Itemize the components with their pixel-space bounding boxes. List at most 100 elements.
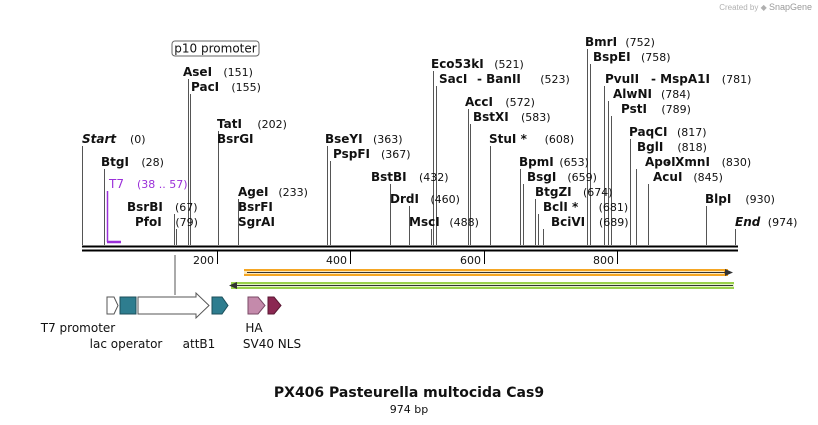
site-position: (817) [677, 126, 707, 139]
site-paci[interactable]: PacI (155) [191, 80, 261, 94]
site-name: AcuI [653, 170, 682, 184]
site-name: BmrI [585, 35, 617, 49]
site-name: BsrBI [127, 200, 163, 214]
site-position: (521) [494, 58, 524, 71]
site-name: BciVI [551, 215, 585, 229]
site-name: SacI [439, 72, 467, 86]
site-xmni[interactable]: - XmnI (830) [666, 155, 751, 169]
site-name: PacI [191, 80, 219, 94]
site-paqci[interactable]: PaqCI (817) [629, 125, 707, 139]
site-acui[interactable]: AcuI (845) [653, 170, 723, 184]
credit-brand: SnapGene [768, 2, 812, 12]
site-bsrbi[interactable]: BsrBI (67) [127, 200, 198, 214]
site-name: BsgI [527, 170, 556, 184]
site-banii[interactable]: - BanII (523) [477, 72, 570, 86]
ruler: 200 400 600 800 [193, 251, 618, 267]
site-name: PstI [621, 102, 647, 116]
site-bmri[interactable]: BmrI (752) [585, 35, 655, 49]
site-drdi[interactable]: DrdI (460) [390, 192, 460, 206]
orf-arrows [229, 269, 734, 289]
ruler-tick-label: 400 [326, 254, 347, 267]
snapgene-credit: Created by ◆ SnapGene [719, 2, 812, 12]
site-name: BsrFI [238, 200, 273, 214]
orange-orf-arrow[interactable] [244, 269, 733, 276]
t7-promoter-feature[interactable] [106, 296, 119, 315]
site-name: DrdI [390, 192, 419, 206]
site-apoi[interactable]: ApoI [645, 155, 676, 169]
site-pvuii[interactable]: PvuII [605, 72, 639, 86]
site-bsrfi[interactable]: BsrFI [238, 200, 273, 214]
site-position: (233) [278, 186, 308, 199]
site-name: MscI [409, 215, 440, 229]
lac-operator-feature[interactable] [119, 296, 137, 315]
site-name: - BanII [477, 72, 521, 86]
sv40-nls-feature[interactable] [267, 296, 282, 315]
site-leader-lines [82, 49, 736, 245]
site-t7-primer[interactable]: T7 (38 .. 57) [106, 177, 188, 244]
site-acci[interactable]: AccI (572) [465, 95, 535, 109]
site-end[interactable]: End (974) [735, 215, 797, 229]
site-name: AgeI [238, 185, 268, 199]
site-position: (151) [223, 66, 253, 79]
site-bsgi[interactable]: BsgI (659) [527, 170, 597, 184]
site-bseyi[interactable]: BseYI (363) [325, 132, 403, 146]
site-eco53ki[interactable]: Eco53kI (521) [431, 57, 524, 71]
site-name: BsrGI [217, 132, 254, 146]
site-name: BclI * [543, 200, 579, 214]
site-start[interactable]: Start (0) [82, 132, 146, 146]
attb1-label: attB1 [183, 337, 216, 351]
lac-operator-label: lac operator [90, 337, 163, 351]
site-bstbi[interactable]: BstBI (432) [371, 170, 449, 184]
site-position: (367) [381, 148, 411, 161]
site-pspfi[interactable]: PspFI (367) [333, 147, 411, 161]
site-position: (659) [567, 171, 597, 184]
site-name: BlpI [705, 192, 731, 206]
snapgene-logo-icon: ◆ [760, 3, 767, 12]
site-pfoi[interactable]: PfoI (79) [135, 215, 198, 229]
site-position: (845) [693, 171, 723, 184]
site-labels: Start (0) BtgI (28) BsrBI (67) PfoI (79) AseI (15… [82, 35, 797, 244]
site-bgli[interactable]: BglI (818) [637, 140, 707, 154]
site-name: BspEI [593, 50, 631, 64]
site-alwni[interactable]: AlwNI (784) [613, 87, 691, 101]
site-name: ApoI [645, 155, 676, 169]
site-asei[interactable]: AseI (151) [183, 65, 253, 79]
site-name: PspFI [333, 147, 370, 161]
p10-promoter-feature[interactable] [137, 291, 210, 320]
site-btgi[interactable]: BtgI (28) [101, 155, 164, 169]
site-tati[interactable]: TatI (202) [217, 117, 287, 131]
site-agei[interactable]: AgeI (233) [238, 185, 308, 199]
site-saci[interactable]: SacI [439, 72, 467, 86]
attb1-feature[interactable] [211, 296, 229, 315]
credit-created-by: Created by [719, 3, 759, 12]
site-name: - XmnI [666, 155, 710, 169]
site-psti[interactable]: PstI (789) [621, 102, 691, 116]
site-name: PvuII [605, 72, 639, 86]
site-bspei[interactable]: BspEI (758) [593, 50, 671, 64]
site-position: (583) [521, 111, 551, 124]
site-sgrai[interactable]: SgrAI [238, 215, 275, 229]
site-bsrgi[interactable]: BsrGI [217, 132, 254, 146]
site-name: BglI [637, 140, 663, 154]
site-name: SgrAI [238, 215, 275, 229]
ruler-tick-label: 600 [460, 254, 481, 267]
feature-track: p10 promoter T7 promoter lac operator at… [40, 40, 301, 351]
site-stui[interactable]: StuI * (608) [489, 132, 574, 146]
site-bstxi[interactable]: BstXI (583) [473, 110, 551, 124]
ha-feature[interactable] [247, 296, 266, 315]
site-position: (460) [430, 193, 460, 206]
site-btgzi[interactable]: BtgZI (674) [535, 185, 613, 199]
site-bcli[interactable]: BclI * (681) [543, 200, 628, 214]
site-bpmi[interactable]: BpmI (653) [519, 155, 589, 169]
site-position: (523) [540, 73, 570, 86]
site-name: BtgZI [535, 185, 572, 199]
site-msci[interactable]: MscI (488) [409, 215, 479, 229]
site-blpi[interactable]: BlpI (930) [705, 192, 775, 206]
site-mspa1i[interactable]: - MspA1I (781) [651, 72, 751, 86]
site-position: (653) [559, 156, 589, 169]
green-orf-arrow[interactable] [229, 282, 734, 289]
site-position: (202) [257, 118, 287, 131]
site-bcivi[interactable]: BciVI (689) [551, 215, 629, 229]
site-name: BseYI [325, 132, 363, 146]
